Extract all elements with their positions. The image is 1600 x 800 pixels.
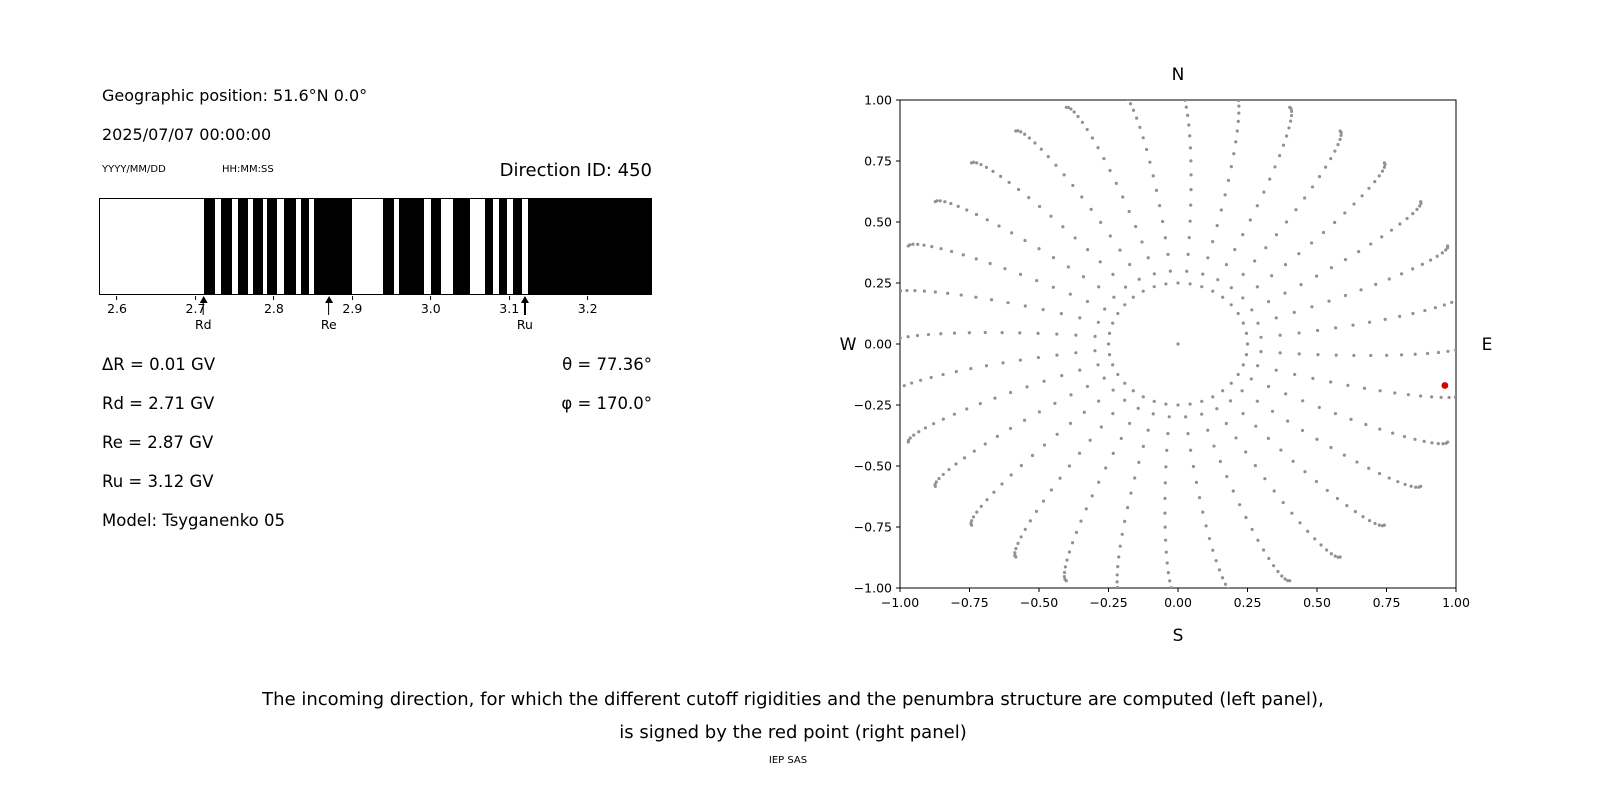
arrow-up-icon (324, 296, 333, 303)
marker-label: Ru (516, 317, 533, 332)
x-tick-mark (116, 296, 118, 300)
compass-n-label: N (1172, 65, 1185, 85)
x-tick-mark (351, 296, 353, 300)
delta-r-value: ΔR = 0.01 GV (102, 355, 216, 374)
x-tick-label: 3.0 (420, 300, 441, 316)
penumbra-band (430, 199, 441, 294)
x-tick: 3.2 (578, 296, 598, 316)
penumbra-band (300, 199, 310, 294)
y-tick-label: 0.75 (864, 154, 892, 169)
red-point (1441, 382, 1449, 389)
penumbra-band (527, 199, 651, 294)
date-format-hint: YYYY/MM/DD (102, 164, 166, 175)
penumbra-band (284, 199, 297, 294)
x-tick-label: 0.50 (1303, 595, 1331, 610)
theta-value: θ = 77.36° (562, 355, 652, 374)
x-tick-label: 0.75 (1373, 595, 1401, 610)
marker-rd: Rd (195, 296, 212, 332)
rd-value: Rd = 2.71 GV (102, 394, 215, 413)
credit: IEP SAS (768, 755, 808, 766)
arrow-stem (202, 303, 205, 315)
time-format-hint: HH:MM:SS (222, 164, 274, 175)
penumbra-band (267, 199, 278, 294)
x-tick-label: −0.75 (950, 595, 988, 610)
penumbra-band (221, 199, 233, 294)
x-tick: 2.6 (107, 296, 127, 316)
y-tick-label: 1.00 (864, 93, 892, 108)
direction-id: Direction ID: 450 (499, 160, 652, 181)
x-tick-label: 0.25 (1234, 595, 1262, 610)
right-panel: −1.00 −0.75 −0.50 −0.25 0.00 0.25 0.50 0.75 1.00… (830, 50, 1530, 675)
compass-w-label: W (840, 335, 857, 355)
x-tick: 2.8 (264, 296, 284, 316)
y-tick-label: −0.25 (854, 398, 892, 413)
x-tick: 2.9 (342, 296, 362, 316)
y-tick-label: 0.50 (864, 215, 892, 230)
y-tick-label: 0.25 (864, 276, 892, 291)
direction-plot-svg: −1.00 −0.75 −0.50 −0.25 0.00 0.25 0.50 0.75 1.00… (840, 65, 1493, 646)
marker-label: Re (320, 317, 337, 332)
y-tick-label: −1.00 (854, 581, 892, 596)
penumbra-band (253, 199, 263, 294)
direction-angles: θ = 77.36° φ = 170.0° (430, 345, 652, 423)
rigidity-values: ΔR = 0.01 GV Rd = 2.71 GV Re = 2.87 GV R… (102, 345, 285, 540)
re-value: Re = 2.87 GV (102, 433, 214, 452)
x-tick-mark (430, 296, 432, 300)
geographic-position: Geographic position: 51.6°N 0.0° (102, 86, 368, 105)
ru-value: Ru = 3.12 GV (102, 472, 214, 491)
marker-re: Re (321, 296, 337, 332)
penumbra-band (314, 199, 352, 294)
x-tick-label: 0.00 (1164, 595, 1192, 610)
y-tick-label: −0.50 (854, 459, 892, 474)
caption: The incoming direction, for which the di… (0, 683, 1586, 749)
x-tick-label: −1.00 (881, 595, 919, 610)
penumbra-band (398, 199, 424, 294)
penumbra-band (237, 199, 248, 294)
x-tick-mark (508, 296, 510, 300)
caption-line-2: is signed by the red point (right panel) (619, 722, 967, 743)
marker-ru: Ru (517, 296, 533, 332)
x-tick: 3.0 (421, 296, 441, 316)
x-tick: 3.1 (499, 296, 519, 316)
arrow-stem (524, 303, 526, 315)
penumbra-band (513, 199, 523, 294)
marker-label: Rd (195, 317, 212, 332)
penumbra-markers: Rd Re Ru (99, 296, 652, 344)
x-tick-label: 3.2 (577, 300, 598, 316)
y-tick-label: −0.75 (854, 520, 892, 535)
compass-s-label: S (1173, 626, 1184, 646)
x-tick-label: −0.25 (1089, 595, 1127, 610)
arrow-up-icon (199, 296, 208, 303)
x-tick-mark (587, 296, 589, 300)
x-tick-label: 2.7 (185, 300, 206, 316)
x-tick-label: −0.50 (1020, 595, 1058, 610)
caption-line-1: The incoming direction, for which the di… (262, 689, 1324, 710)
x-tick-label: 2.8 (263, 300, 284, 316)
x-tick-mark (194, 296, 196, 300)
phi-value: φ = 170.0° (561, 394, 652, 413)
y-tick-label: 0.00 (864, 337, 892, 352)
x-tick-label: 1.00 (1442, 595, 1470, 610)
datetime-value: 2025/07/07 00:00:00 (102, 125, 272, 144)
penumbra-band (498, 199, 508, 294)
x-tick-mark (273, 296, 275, 300)
penumbra-plot (99, 198, 652, 295)
penumbra-band (203, 199, 215, 294)
x-tick-label: 3.1 (499, 300, 520, 316)
penumbra-band (382, 199, 394, 294)
arrow-up-icon (520, 296, 529, 303)
x-tick: 2.7 (185, 296, 206, 316)
compass-e-label: E (1482, 335, 1493, 355)
penumbra-x-axis: 2.6 2.7 2.8 2.9 3.0 3.1 3.2 (99, 296, 652, 316)
penumbra-band (453, 199, 471, 294)
direction-dots (900, 100, 1456, 588)
arrow-stem (328, 303, 330, 315)
x-tick-label: 2.9 (342, 300, 363, 316)
penumbra-band (485, 199, 494, 294)
model-value: Model: Tsyganenko 05 (102, 511, 286, 530)
x-tick-label: 2.6 (107, 300, 127, 316)
